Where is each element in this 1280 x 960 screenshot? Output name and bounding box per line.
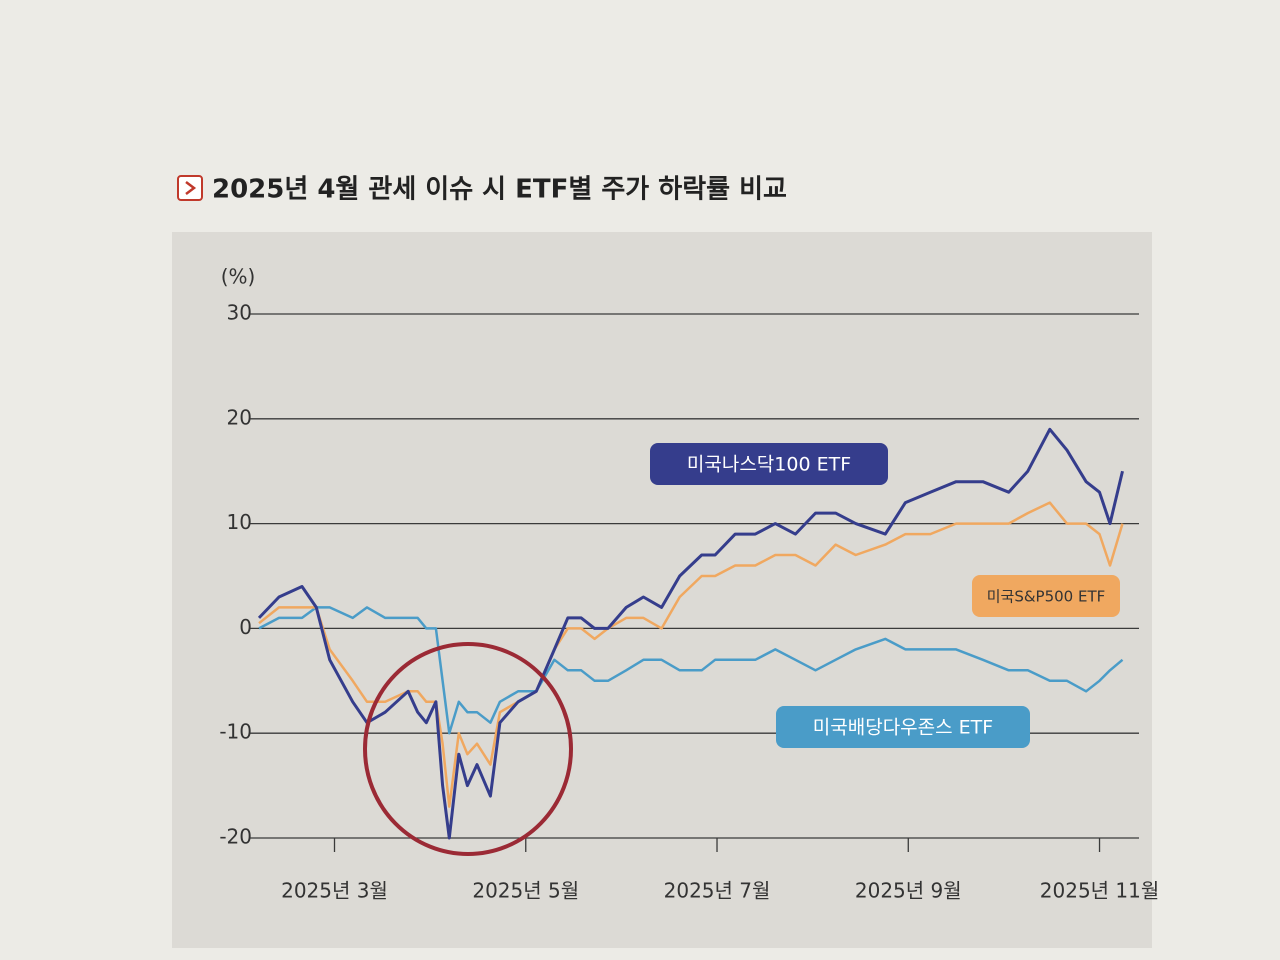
x-tick-label: 2025년 11월 xyxy=(1040,879,1160,903)
series-line xyxy=(258,606,1124,735)
y-tick-label: 20 xyxy=(227,405,252,429)
lines xyxy=(257,427,1124,840)
y-unit: (%) xyxy=(221,265,256,289)
legend-label: 미국S&P500 ETF xyxy=(987,588,1106,606)
legend-pill xyxy=(776,706,1030,748)
y-tick-label: 0 xyxy=(239,615,252,639)
title-icon xyxy=(177,175,203,201)
chart-title: 2025년 4월 관세 이슈 시 ETF별 주가 하락률 비교 xyxy=(212,175,787,205)
legend: 미국나스닥100 ETF 미국S&P500 ETF 미국배당다우존스 ETF xyxy=(650,443,1120,748)
y-tick-label: -10 xyxy=(219,720,252,744)
y-tick-label: -20 xyxy=(219,825,252,849)
series-line xyxy=(258,501,1124,808)
x-tick-label: 2025년 9월 xyxy=(855,879,962,903)
legend-label: 미국배당다우존스 ETF xyxy=(813,717,993,739)
legend-pill xyxy=(972,575,1120,617)
title-icon-arrow xyxy=(185,181,197,195)
x-tick-label: 2025년 5월 xyxy=(472,879,579,903)
y-tick-label: 30 xyxy=(227,301,252,325)
series-line xyxy=(257,427,1124,840)
highlight-circle xyxy=(363,642,573,856)
legend-label: 미국나스닥100 ETF xyxy=(687,454,851,476)
x-tick-label: 2025년 7월 xyxy=(664,879,771,903)
grid: 30 20 10 0 -10 -20 2025년 3월 2025년 5월 2025년 7월 202… xyxy=(219,301,1159,903)
x-tick-label: 2025년 3월 xyxy=(281,879,388,903)
legend-pill xyxy=(650,443,888,485)
y-tick-label: 10 xyxy=(227,510,252,534)
